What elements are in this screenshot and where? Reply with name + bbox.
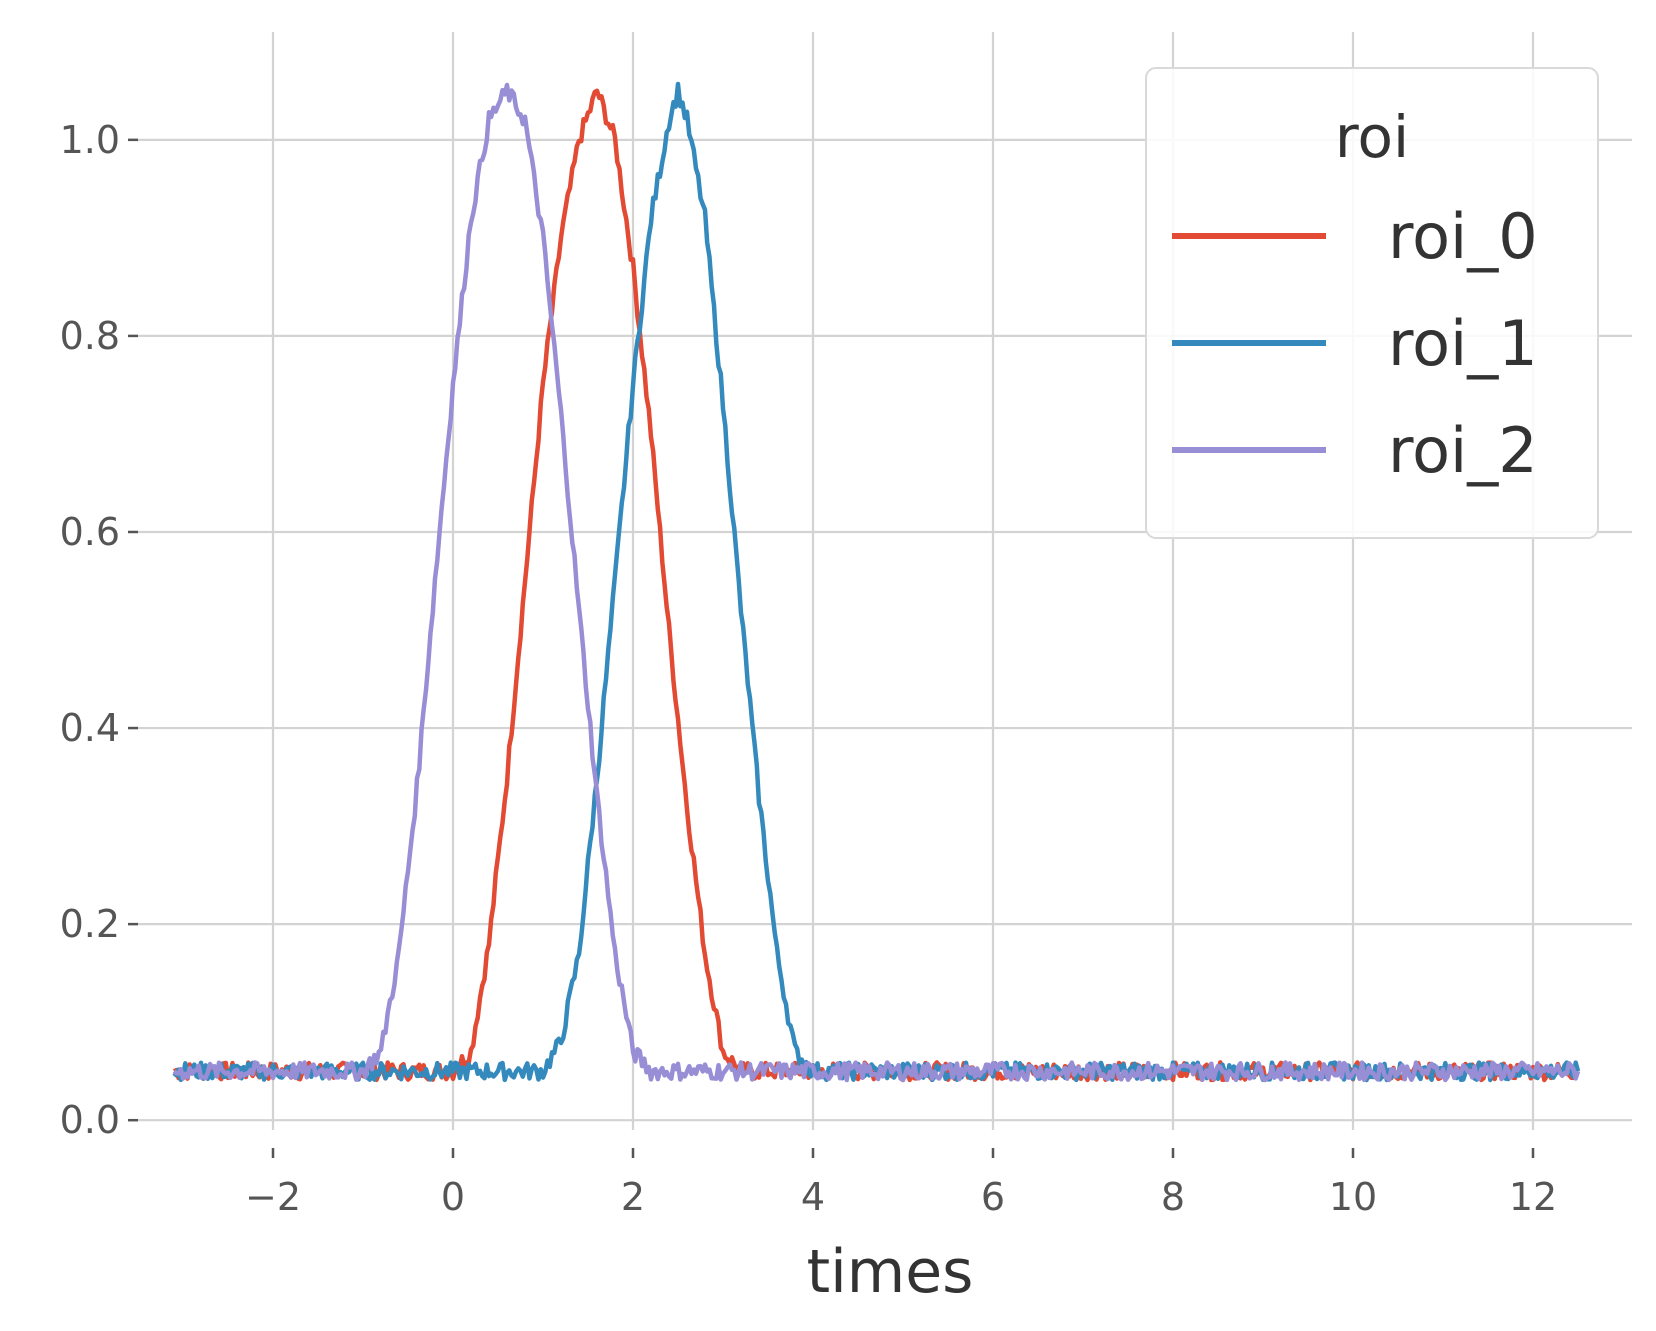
y-tick-label: 0.0 [60, 1098, 120, 1142]
y-tick-label: 0.6 [60, 510, 120, 554]
x-tick-label: 10 [1329, 1175, 1377, 1219]
x-tick-label: 0 [441, 1175, 465, 1219]
axis-ticks: −2 0 2 4 6 8 10 12 0.0 0.2 0.4 0.6 0.8 1.0 [60, 118, 1558, 1219]
legend-box [1145, 67, 1599, 539]
x-tick-label: 12 [1509, 1175, 1557, 1219]
y-tick-label: 0.2 [60, 902, 120, 946]
x-tick-label: 2 [621, 1175, 645, 1219]
x-tick-label: 4 [801, 1175, 825, 1219]
x-tick-label: −2 [245, 1175, 301, 1219]
x-axis-label: times [807, 1237, 974, 1307]
legend-entries: roi_0 roi_1 roi_2 [1172, 200, 1538, 487]
legend-title: roi [1335, 103, 1409, 171]
legend-label-roi_1: roi_1 [1388, 307, 1538, 380]
y-tick-label: 0.8 [60, 314, 120, 358]
series-line-roi_2 [172, 82, 1581, 1083]
x-tick-label: 6 [981, 1175, 1005, 1219]
series-line-roi_1 [172, 81, 1581, 1083]
series-lines [172, 81, 1581, 1083]
legend-label-roi_2: roi_2 [1388, 414, 1538, 487]
x-tick-label: 8 [1161, 1175, 1185, 1219]
legend: roi roi_0 roi_1 roi_2 [1145, 67, 1599, 539]
legend-label-roi_0: roi_0 [1388, 200, 1538, 273]
y-tick-label: 1.0 [60, 118, 120, 162]
y-tick-label: 0.4 [60, 706, 120, 750]
